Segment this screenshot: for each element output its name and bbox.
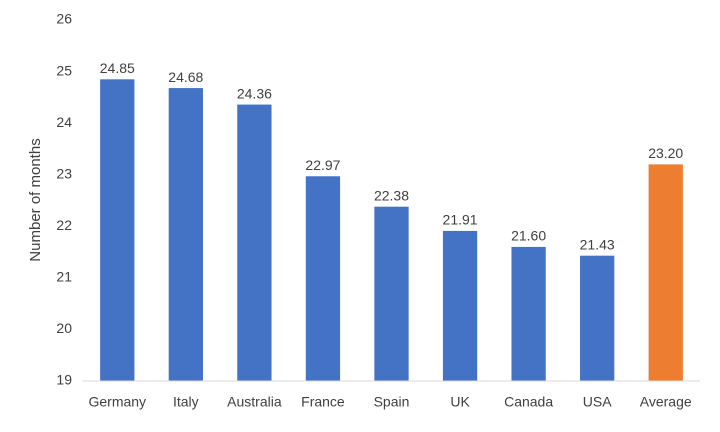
y-tick-label: 21 — [56, 269, 72, 285]
bar — [168, 88, 203, 382]
y-tick-label: 24 — [56, 114, 72, 130]
y-tick-label: 23 — [56, 165, 72, 181]
x-tick-label: Spain — [374, 394, 410, 410]
data-label: 21.43 — [580, 236, 615, 252]
data-label: 24.36 — [237, 85, 272, 101]
bar — [305, 176, 341, 381]
bar — [442, 230, 478, 381]
data-label: 21.91 — [443, 212, 478, 228]
x-tick-label: Average — [640, 394, 692, 410]
x-tick-label: Germany — [88, 394, 146, 410]
y-tick-label: 25 — [56, 62, 72, 78]
y-tick-label: 19 — [56, 372, 72, 388]
data-label: 22.38 — [374, 187, 409, 203]
bar — [374, 206, 409, 381]
data-label: 22.97 — [305, 157, 340, 173]
bar — [511, 246, 546, 381]
data-label: 21.60 — [511, 228, 546, 244]
data-label: 24.68 — [168, 69, 203, 85]
x-tick-label: Canada — [504, 394, 553, 410]
y-tick-label: 26 — [56, 11, 72, 27]
x-tick-label: France — [301, 394, 345, 410]
x-tick-label: Italy — [173, 394, 199, 410]
data-label: 24.85 — [100, 60, 135, 76]
bar — [100, 79, 135, 382]
bar — [237, 104, 272, 381]
x-tick-label: Australia — [227, 394, 282, 410]
y-tick-label: 22 — [56, 217, 72, 233]
y-tick-label: 20 — [56, 320, 72, 336]
x-tick-label: USA — [583, 394, 612, 410]
x-tick-label: UK — [450, 394, 470, 410]
y-axis-title: Number of months — [27, 138, 44, 261]
bar — [648, 164, 683, 381]
bar — [580, 255, 615, 381]
data-label: 23.20 — [648, 145, 683, 161]
